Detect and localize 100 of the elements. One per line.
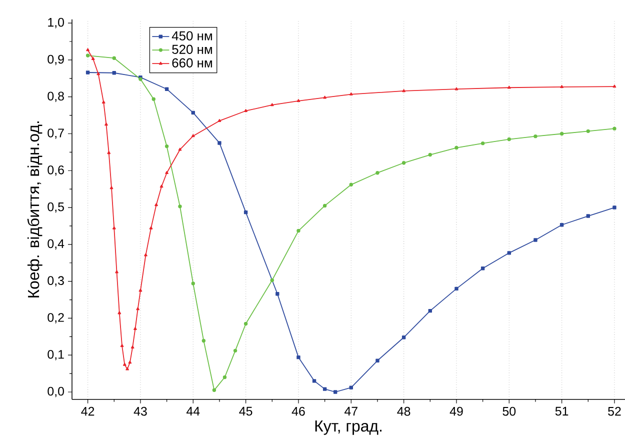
y-tick-label: 0,5 <box>48 202 64 213</box>
point <box>165 171 168 174</box>
y-tick-label: 1,0 <box>48 18 64 28</box>
point <box>612 84 616 88</box>
x-tick-label: 43 <box>134 406 147 416</box>
point <box>112 56 116 60</box>
point <box>202 338 206 343</box>
point <box>349 386 353 390</box>
point <box>376 358 380 362</box>
point <box>349 92 353 96</box>
point <box>191 282 195 286</box>
point <box>323 96 326 99</box>
point <box>244 210 248 214</box>
point <box>164 87 169 91</box>
point <box>149 226 153 230</box>
point <box>118 311 122 314</box>
point <box>454 146 458 150</box>
point <box>402 89 406 92</box>
point <box>612 206 616 210</box>
point <box>134 327 137 330</box>
point <box>454 286 458 291</box>
point <box>428 152 432 157</box>
point <box>402 336 406 340</box>
point <box>91 57 95 60</box>
y-tick-label: 0,8 <box>48 92 64 102</box>
point <box>102 100 106 104</box>
point <box>104 122 108 126</box>
x-tick-label: 51 <box>555 406 568 416</box>
point <box>507 86 511 89</box>
y-tick-label: 0,3 <box>48 276 64 286</box>
y-tick-label: 0,2 <box>48 313 64 324</box>
point <box>152 97 156 101</box>
point <box>480 266 485 270</box>
point <box>560 85 564 88</box>
y-tick-label: 0,7 <box>48 128 64 139</box>
point <box>123 362 126 366</box>
x-tick-label: 52 <box>608 406 621 416</box>
point <box>454 87 458 90</box>
point <box>130 346 134 349</box>
point <box>107 151 111 154</box>
point <box>560 223 564 227</box>
point <box>144 253 148 256</box>
point <box>296 99 300 102</box>
point <box>612 126 616 130</box>
point <box>233 348 238 353</box>
point <box>222 375 227 380</box>
point <box>376 171 380 175</box>
y-tick-label: 0,0 <box>48 386 64 398</box>
point <box>218 118 222 122</box>
point <box>296 355 300 360</box>
point <box>586 129 590 134</box>
point <box>586 214 590 218</box>
point <box>534 238 538 242</box>
point <box>191 134 195 138</box>
y-tick-label: 0,1 <box>48 350 64 360</box>
x-tick-label: 45 <box>239 406 252 416</box>
x-tick-label: 48 <box>397 406 410 416</box>
point <box>160 184 164 188</box>
point <box>218 141 222 145</box>
legend-label: 450 нм <box>172 31 212 40</box>
legend-label: 660 нм <box>172 58 212 68</box>
point <box>178 148 182 151</box>
point <box>86 70 90 74</box>
point <box>349 182 353 187</box>
point <box>534 134 538 138</box>
point <box>212 388 216 392</box>
y-axis-title: Коеф. відбиття, відн.од. <box>27 121 42 298</box>
point <box>270 103 274 106</box>
point <box>312 379 316 383</box>
point <box>126 367 129 370</box>
point <box>322 204 327 208</box>
point <box>270 278 274 282</box>
point <box>154 203 158 206</box>
point <box>128 360 132 364</box>
y-tick-label: 0,9 <box>48 54 64 66</box>
point <box>296 228 300 233</box>
point <box>244 109 248 112</box>
point <box>86 54 90 58</box>
point <box>138 288 142 292</box>
point <box>112 71 116 75</box>
point <box>480 141 485 146</box>
point <box>276 292 280 296</box>
x-tick-label: 44 <box>186 406 200 416</box>
point <box>322 387 327 391</box>
point <box>402 161 406 165</box>
x-tick-label: 46 <box>292 406 305 416</box>
point <box>507 137 511 142</box>
point <box>507 251 511 255</box>
y-tick-label: 0,4 <box>48 239 64 250</box>
x-tick-label: 47 <box>344 406 358 416</box>
x-tick-label: 42 <box>81 406 94 416</box>
point <box>86 48 90 52</box>
point <box>164 144 169 148</box>
point <box>191 110 195 115</box>
point <box>120 344 124 348</box>
point <box>115 270 118 274</box>
x-tick-label: 49 <box>450 406 463 416</box>
point <box>560 132 564 136</box>
x-axis-title: Кут, град. <box>315 420 382 435</box>
point <box>110 186 114 190</box>
